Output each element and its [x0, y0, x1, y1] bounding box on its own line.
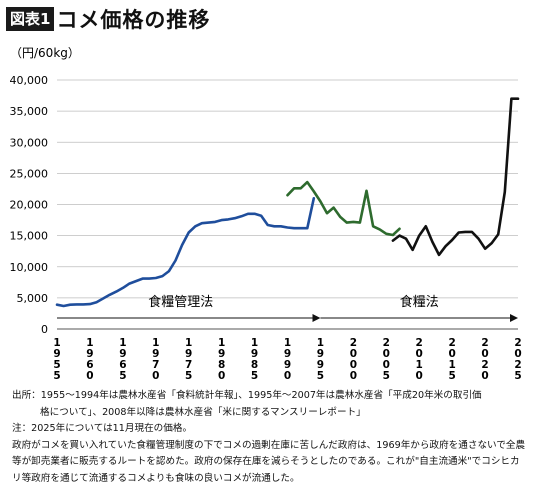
chart-title: コメ価格の推移 — [56, 8, 211, 32]
rice-price-chart: 0 5,000 10,000 15,000 20,000 25,000 30,000 35,0… — [10, 46, 522, 382]
y-tick-label: 15,000 — [10, 230, 49, 243]
source-line-2: 格について」、2008年以降は農林水産省「米に関するマンスリーレポート」 — [40, 406, 366, 418]
description-line-1: 政府がコメを買い入れていた食糧管理制度の下でコメの過剰在庫に苦しんだ政府は、19… — [12, 439, 526, 451]
y-tick-label: 25,000 — [10, 167, 49, 180]
source-line-1: 出所：1955〜1994年は農林水産省「食料統計年報」、1995年〜2007年は… — [12, 390, 482, 401]
x-axis: 1 9 5 5 1 9 6 0 1 9 6 5 1 9 7 0 1 9 7 5 1 9 8 0 1 9 8 5 1 9 9 0 1 9 9 5 2 0 0 0… — [53, 337, 521, 382]
y-tick-label: 10,000 — [10, 261, 49, 274]
series-lines — [55, 97, 520, 308]
series-line — [55, 197, 316, 308]
figure-tag: 図表1 — [6, 7, 55, 31]
description-line-3: リ等政府を通じて流通するコメよりも食味の良いコメが流通した。 — [12, 472, 300, 484]
series-line — [391, 97, 520, 257]
period-label: 食糧法 — [400, 294, 439, 310]
y-tick-label: 5,000 — [17, 292, 49, 305]
grid-lines — [57, 79, 518, 330]
y-axis-label: （円/60kg） — [10, 46, 80, 60]
y-tick-label: 35,000 — [10, 105, 49, 118]
period-label: 食糧管理法 — [148, 294, 213, 310]
period-annotations: 食糧管理法 食糧法 — [57, 294, 518, 322]
description-line-2: 等が卸売業者に販売するルートを認めた。政府の保存在庫を減らそうとしたのである。こ… — [12, 456, 520, 467]
y-tick-label: 20,000 — [10, 199, 49, 212]
y-tick-label: 30,000 — [10, 136, 49, 149]
figure-header: 図表1 コメ価格の推移 — [6, 6, 210, 32]
chart-notes: 出所：1955〜1994年は農林水産省「食料統計年報」、1995年〜2007年は… — [12, 388, 532, 487]
y-axis: 0 5,000 10,000 15,000 20,000 25,000 30,000 35,0… — [10, 74, 49, 336]
y-tick-label: 0 — [41, 323, 48, 336]
y-tick-label: 40,000 — [10, 74, 49, 87]
note-line: 注：2025年については11月現在の価格。 — [12, 423, 193, 434]
series-line — [286, 180, 401, 237]
